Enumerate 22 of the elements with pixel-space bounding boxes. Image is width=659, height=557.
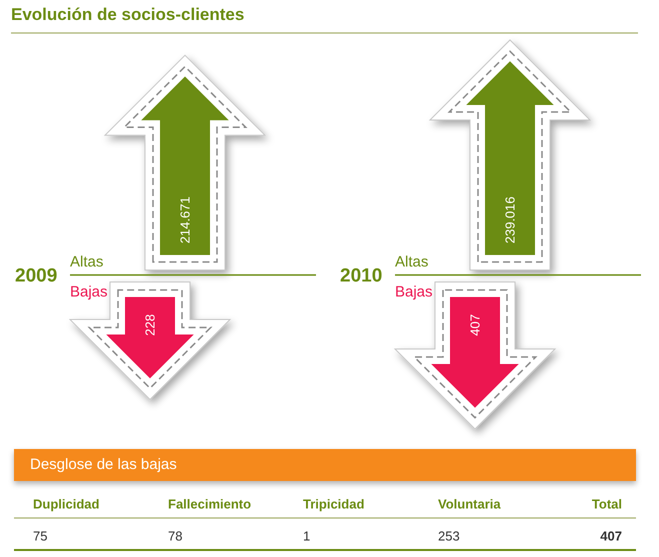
category-label: Voluntaria: [438, 496, 502, 512]
data-label: 239.016: [502, 196, 518, 244]
data-label: 253: [438, 528, 460, 544]
data-label: 1: [303, 528, 310, 544]
text: Desglose de las bajas: [30, 456, 177, 473]
text: Evolución de socios-clientes: [11, 5, 244, 24]
category-label: Total: [592, 496, 622, 512]
data-label: 407: [600, 528, 622, 544]
text: Bajas: [395, 284, 433, 300]
data-label: 407: [468, 314, 482, 336]
category-label: Tripicidad: [303, 496, 364, 512]
category-label: Fallecimiento: [168, 496, 252, 512]
category-label: Duplicidad: [33, 496, 100, 512]
data-label: 228: [142, 314, 158, 336]
text: Altas: [70, 254, 104, 270]
data-label: 214.671: [178, 196, 192, 244]
data-label: 75: [33, 528, 48, 544]
text: Altas: [395, 254, 428, 270]
category-label: 2009: [15, 266, 58, 286]
data-label: 78: [168, 528, 182, 544]
series-label: Bajas: [70, 284, 108, 300]
category-label: 2010: [340, 266, 382, 286]
